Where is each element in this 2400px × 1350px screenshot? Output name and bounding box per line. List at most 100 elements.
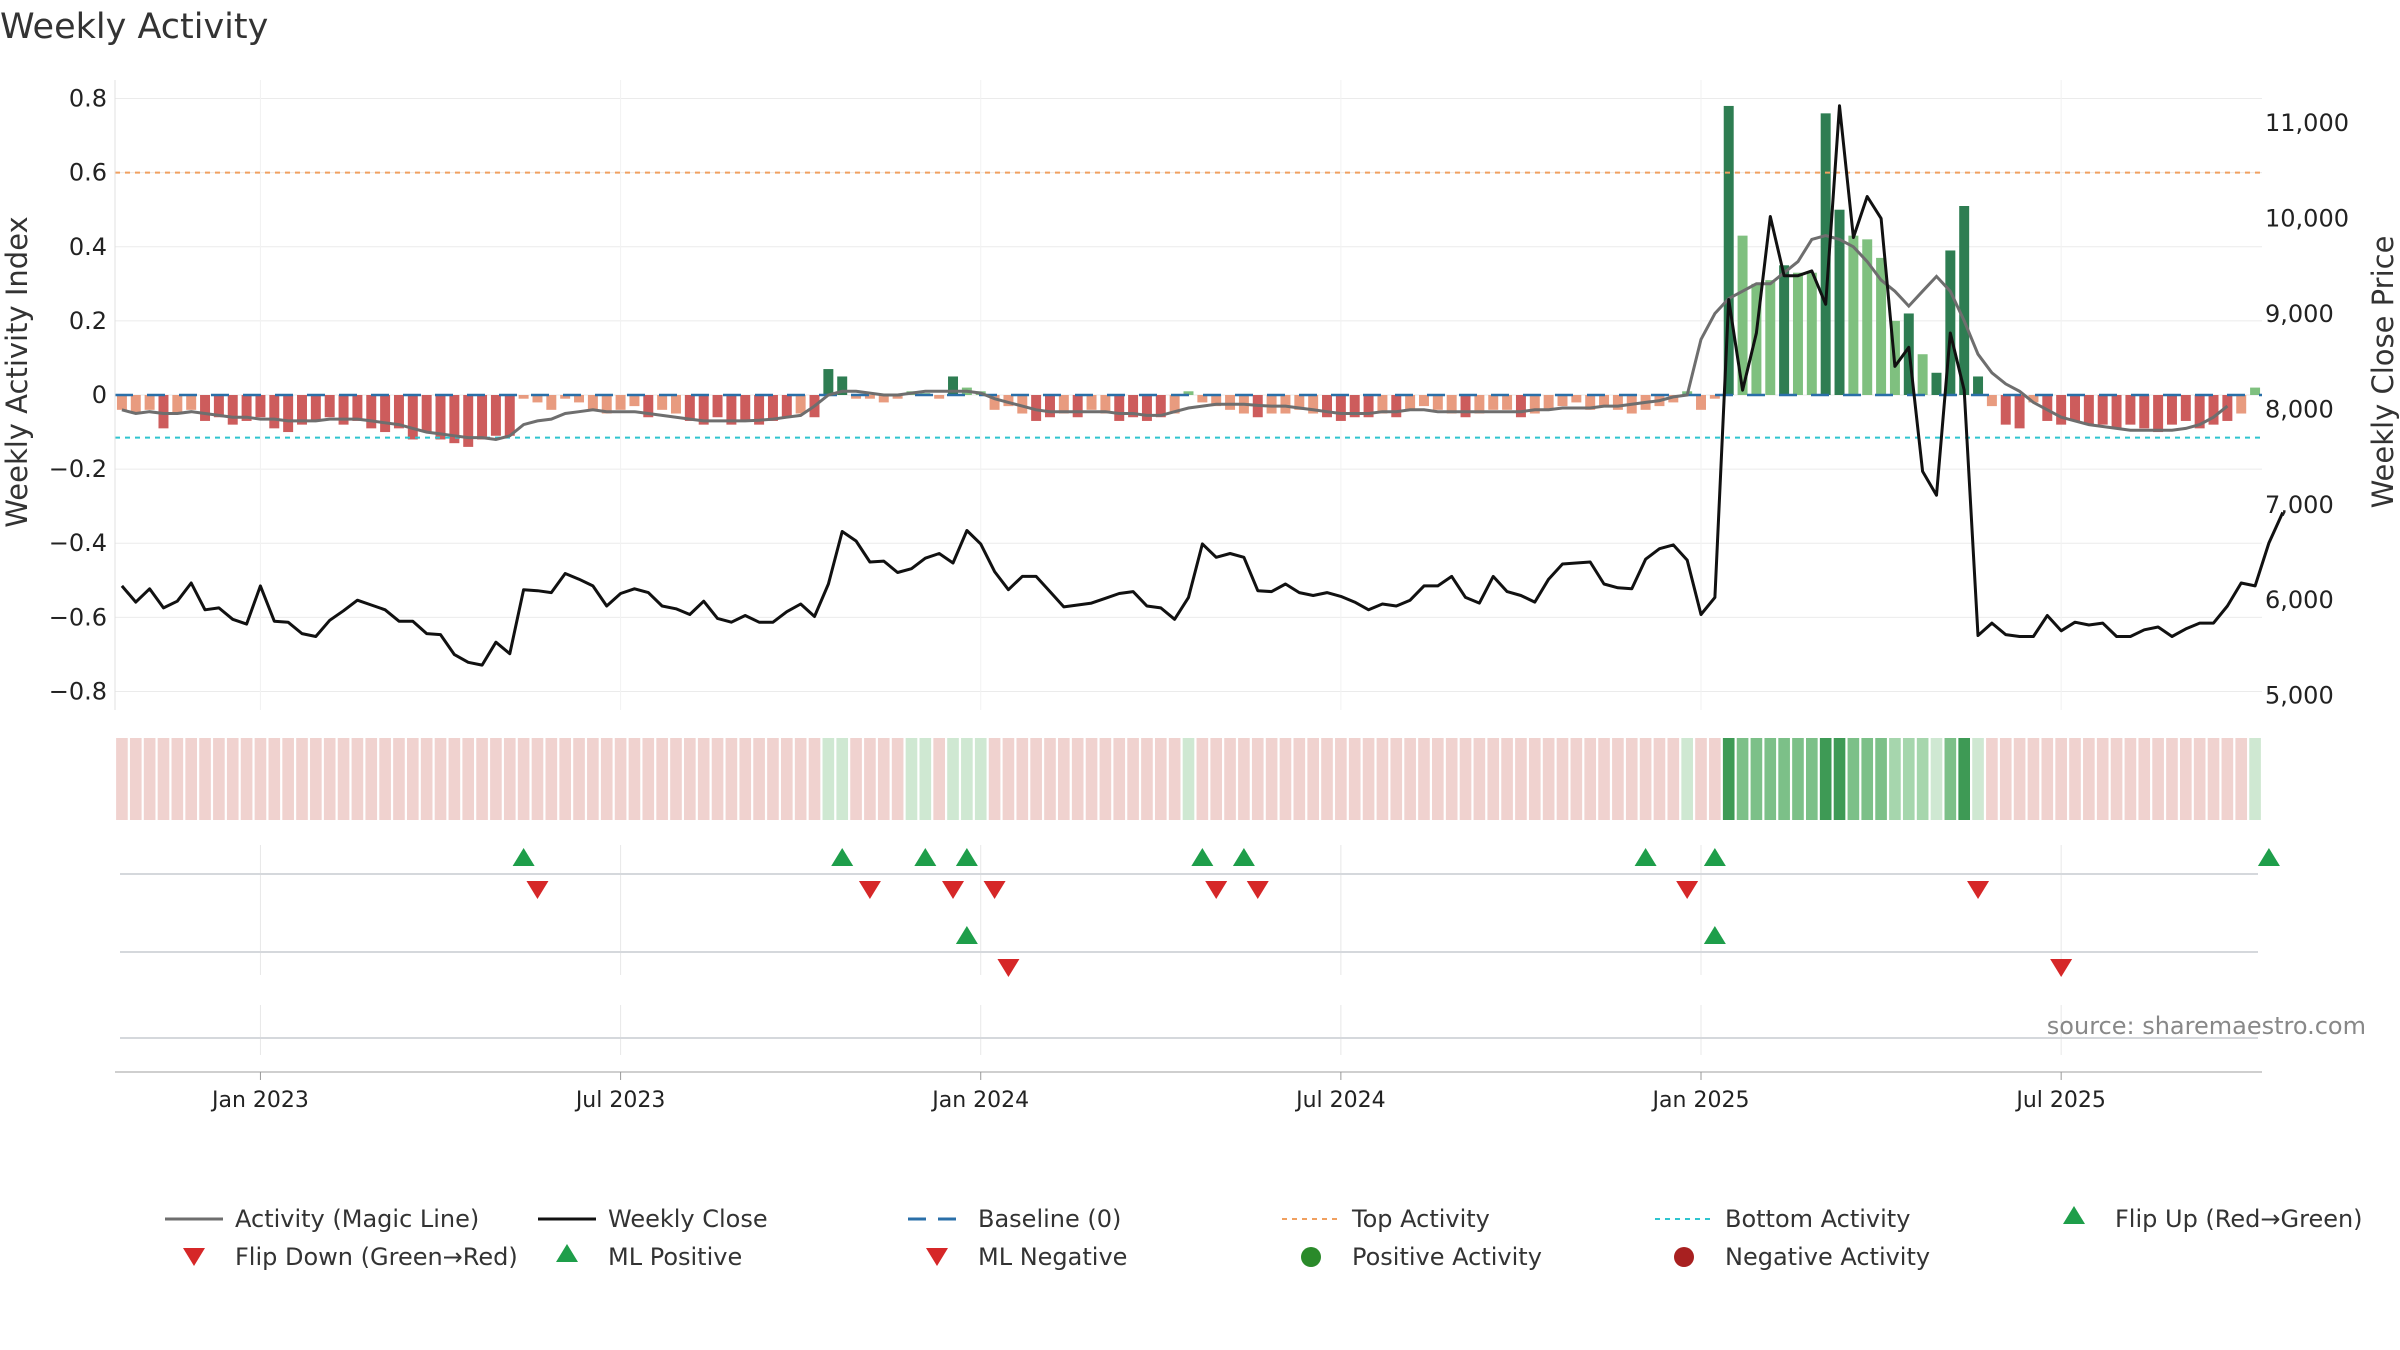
- strip-cell: [1542, 738, 1555, 820]
- strip-cell: [1044, 738, 1056, 820]
- legend-swatch: [1674, 1247, 1694, 1267]
- strip-cell: [1778, 738, 1790, 820]
- strip-cell: [919, 738, 932, 820]
- strip-cell: [1265, 738, 1278, 820]
- strip-cell: [254, 738, 267, 820]
- strip-cell: [1099, 738, 1112, 820]
- strip-cell: [2179, 738, 2192, 820]
- flip-down-marker: [1676, 881, 1699, 899]
- activity-bar: [851, 395, 862, 399]
- strip-cell: [337, 738, 350, 820]
- y2-tick-label: 7,000: [2265, 491, 2334, 519]
- x-tick-label: Jan 2023: [210, 1088, 309, 1113]
- strip-cell: [1972, 738, 1984, 820]
- strip-cell: [1210, 738, 1223, 820]
- activity-bar: [726, 395, 737, 425]
- strip-cell: [961, 738, 973, 820]
- flip-up-marker: [831, 848, 854, 866]
- strip-cell: [753, 738, 765, 820]
- activity-bar: [504, 395, 515, 436]
- legend-item-negative-activity: Negative Activity: [1674, 1243, 1930, 1271]
- activity-bar: [948, 376, 959, 395]
- strip-cell: [1473, 738, 1486, 820]
- activity-bar: [1474, 395, 1485, 414]
- strip-cell: [545, 738, 558, 820]
- y-tick-label: 0.8: [69, 85, 107, 113]
- strip-cell: [697, 738, 710, 820]
- reference-lines: [115, 171, 2262, 439]
- legend-swatch: [556, 1244, 578, 1262]
- activity-bar: [1779, 265, 1790, 395]
- strip-cell: [2027, 738, 2040, 820]
- strip-cell: [420, 738, 433, 820]
- strip-cell: [406, 738, 419, 820]
- x-tick-label: Jul 2025: [2014, 1088, 2106, 1113]
- strip-cell: [628, 738, 641, 820]
- strip-cell: [670, 738, 682, 820]
- strip-cell: [1127, 738, 1139, 820]
- flip-up-marker: [914, 848, 937, 866]
- activity-bar: [1003, 395, 1014, 407]
- activity-bar: [144, 395, 155, 410]
- legend-label: Baseline (0): [978, 1205, 1121, 1233]
- activity-bar: [1543, 395, 1554, 410]
- activity-bar: [1973, 376, 1984, 395]
- legend-label: ML Positive: [608, 1243, 742, 1271]
- activity-bar: [1806, 272, 1817, 395]
- strip-cell: [1418, 738, 1430, 820]
- strip-cell: [1889, 738, 1901, 820]
- activity-bar: [338, 395, 349, 425]
- activity-bar: [1862, 239, 1873, 395]
- strip-cell: [1390, 738, 1403, 820]
- strip-cell: [933, 738, 945, 820]
- strip-cell: [877, 738, 890, 820]
- y-tick-label: −0.2: [49, 455, 107, 483]
- strip-cell: [1459, 738, 1472, 820]
- strip-cell: [1501, 738, 1513, 820]
- magic-line: [121, 234, 2229, 442]
- activity-bar: [1931, 372, 1942, 395]
- activity-bar: [1072, 395, 1083, 418]
- strip-cell: [739, 738, 752, 820]
- strip-cell: [531, 738, 544, 820]
- strip-cell: [393, 738, 405, 820]
- strip-cell: [1930, 738, 1943, 820]
- strip-cell: [1833, 738, 1846, 820]
- strip-cell: [199, 738, 211, 820]
- activity-bar: [560, 395, 571, 399]
- strip-cell: [2124, 738, 2137, 820]
- activity-bar: [1128, 395, 1139, 418]
- legend-swatch: [183, 1248, 205, 1266]
- flip-down-marker: [983, 881, 1006, 899]
- activity-bar: [2236, 395, 2247, 414]
- activity-bar: [1044, 395, 1055, 418]
- activity-bar: [1197, 395, 1208, 403]
- strip-cell: [1113, 738, 1126, 820]
- y-axis-label: Weekly Activity Index: [0, 216, 34, 527]
- activity-bar: [1723, 105, 1734, 396]
- strip-cell: [1445, 738, 1458, 820]
- activity-bar: [477, 395, 488, 440]
- strip-cell: [2013, 738, 2026, 820]
- strip-cell: [1681, 738, 1693, 820]
- activity-bar: [352, 395, 363, 421]
- strip-cell: [780, 738, 793, 820]
- y-tick-label: −0.8: [49, 677, 107, 705]
- activity-bar: [227, 395, 238, 425]
- activity-bar: [2042, 395, 2053, 421]
- strip-cell: [1376, 738, 1389, 820]
- strip-cell: [1058, 738, 1070, 820]
- flip-down-marker: [1967, 881, 1990, 899]
- activity-bar: [1058, 395, 1069, 414]
- strip-cell: [240, 738, 253, 820]
- activity-bar: [2153, 395, 2164, 433]
- activity-bar: [1086, 395, 1097, 410]
- strip-cell: [1348, 738, 1361, 820]
- strip-cell: [1251, 738, 1264, 820]
- activity-bar: [1599, 395, 1610, 407]
- activity-bar: [1225, 395, 1236, 410]
- strip-cell: [1902, 738, 1915, 820]
- legend-label: Positive Activity: [1352, 1243, 1542, 1271]
- strip-cell: [310, 738, 322, 820]
- strip-cell: [1030, 738, 1042, 820]
